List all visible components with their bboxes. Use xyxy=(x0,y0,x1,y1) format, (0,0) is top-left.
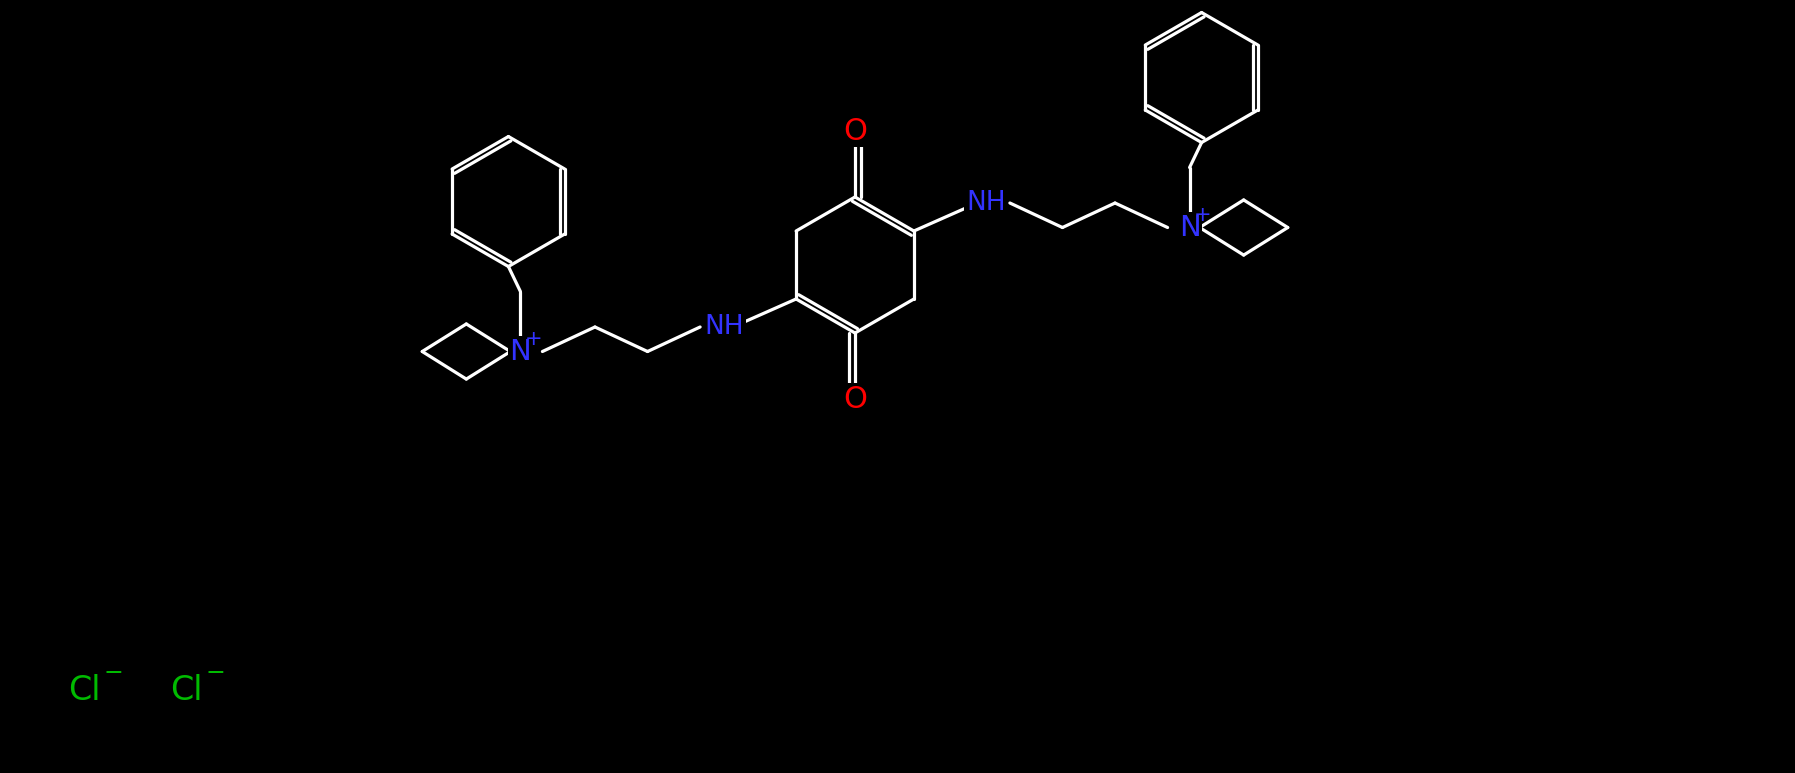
Text: Cl: Cl xyxy=(68,673,101,707)
Text: Cl: Cl xyxy=(171,673,203,707)
Text: +: + xyxy=(524,329,542,349)
Text: NH: NH xyxy=(966,190,1005,216)
Text: O: O xyxy=(844,117,867,145)
Text: −: − xyxy=(102,661,122,685)
Text: NH: NH xyxy=(704,314,743,340)
Text: −: − xyxy=(205,661,224,685)
Text: +: + xyxy=(1194,205,1212,224)
Text: N: N xyxy=(510,338,531,366)
Text: O: O xyxy=(844,384,867,414)
Text: N: N xyxy=(1179,213,1201,241)
